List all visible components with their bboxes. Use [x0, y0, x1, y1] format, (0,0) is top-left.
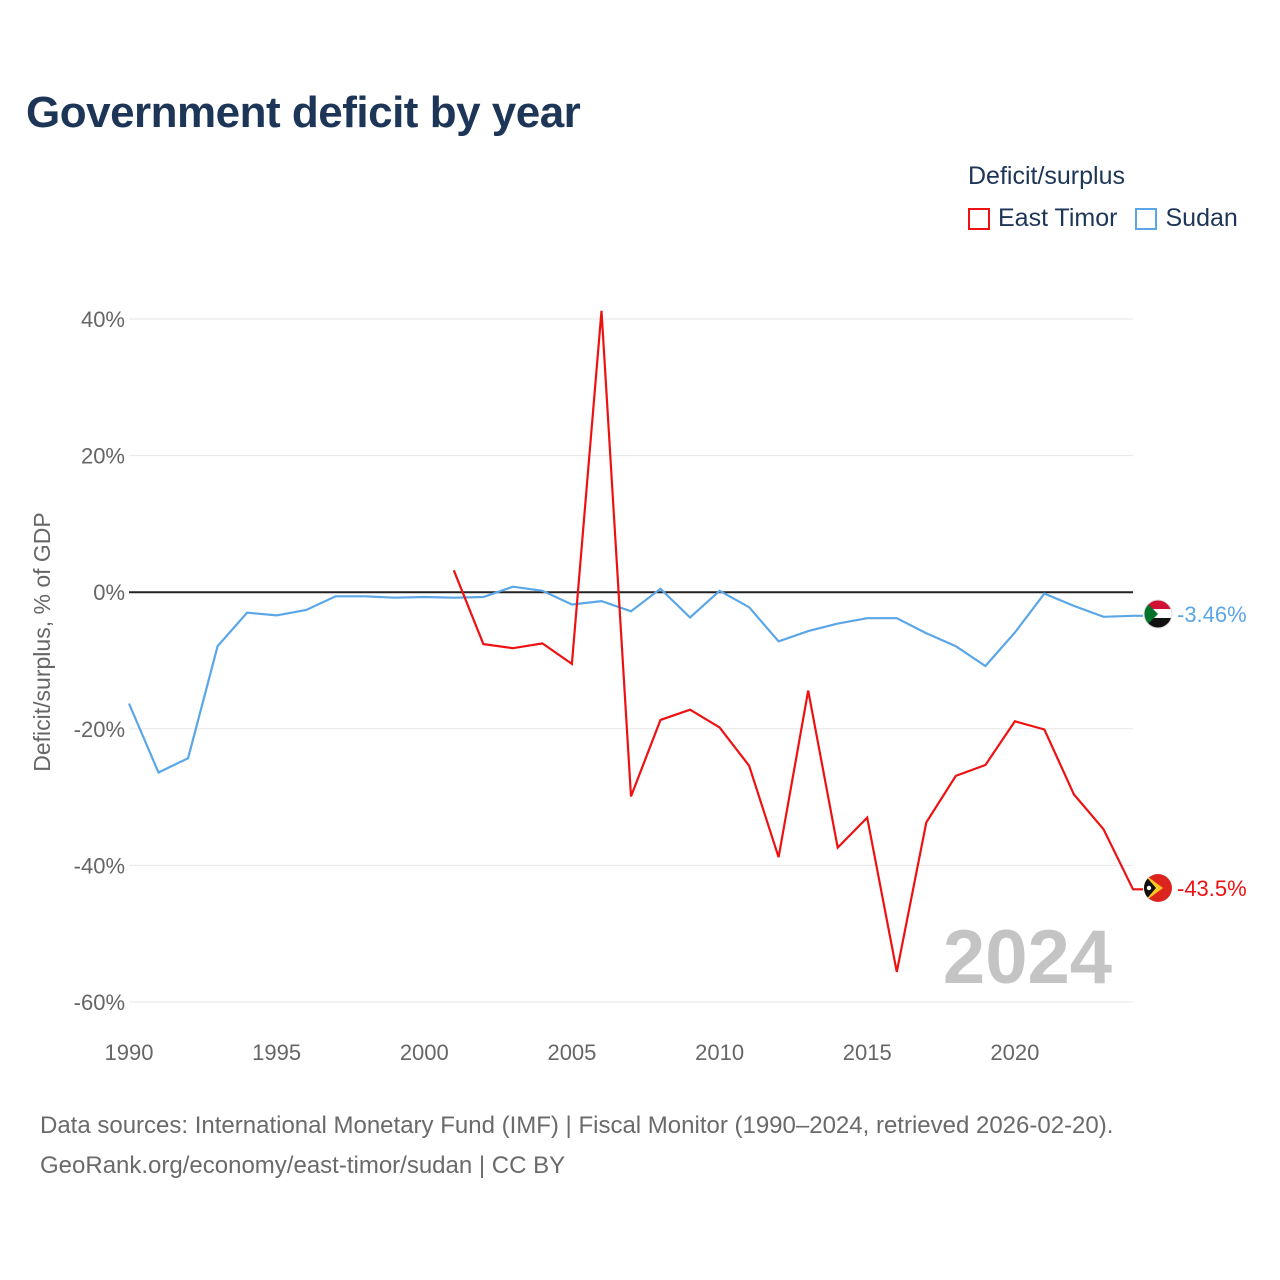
- gridlines: [129, 318, 1133, 1003]
- legend-title: Deficit/surplus: [968, 162, 1125, 190]
- x-tick-label: 2000: [400, 1040, 449, 1065]
- series-line-sudan[interactable]: [127, 585, 1143, 774]
- series-lines: [127, 310, 1143, 973]
- x-tick-label: 2015: [843, 1040, 892, 1065]
- y-tick-label: 20%: [81, 444, 125, 469]
- attribution-link[interactable]: GeoRank.org/economy/east-timor/sudan | C…: [40, 1152, 566, 1179]
- legend-swatch-sudan: [1135, 207, 1158, 230]
- y-tick-label: 0%: [93, 580, 125, 605]
- footer: Data sources: International Monetary Fun…: [40, 1106, 1113, 1186]
- year-watermark: 2024: [943, 915, 1112, 1000]
- y-tick-label: -40%: [74, 853, 125, 878]
- east-timor-flag-icon: [1144, 874, 1172, 902]
- y-axis-label: Deficit/surplus, % of GDP: [29, 512, 55, 771]
- east-timor-end-label: -43.5%: [1177, 876, 1247, 901]
- data-sources-text: Data sources: International Monetary Fun…: [40, 1112, 1114, 1139]
- legend-item-sudan[interactable]: Sudan: [1135, 204, 1238, 233]
- x-tick-label: 2005: [547, 1040, 596, 1065]
- x-tick-labels: 1990 1995 2000 2005 2010 2015 2020: [105, 1040, 1040, 1065]
- legend-item-east-timor[interactable]: East Timor: [968, 204, 1117, 233]
- y-tick-label: 40%: [81, 307, 125, 332]
- sudan-flag-icon: [1143, 599, 1173, 629]
- legend-swatch-east-timor: [968, 207, 990, 230]
- x-tick-label: 2020: [990, 1040, 1039, 1065]
- chart-title: Government deficit by year: [26, 88, 581, 137]
- x-tick-label: 2010: [695, 1040, 744, 1065]
- sudan-end-label: -3.46%: [1177, 602, 1247, 627]
- y-tick-label: -60%: [74, 990, 125, 1015]
- line-chart: 40% 20% 0% -20% -40% -60% 1990 1995 2000 2005 201…: [29, 307, 1247, 1065]
- y-tick-labels: 40% 20% 0% -20% -40% -60%: [74, 307, 125, 1015]
- y-tick-label: -20%: [74, 717, 125, 742]
- legend-label-east-timor: East Timor: [998, 204, 1118, 232]
- legend-label-sudan: Sudan: [1165, 204, 1238, 232]
- x-tick-label: 1990: [105, 1040, 154, 1065]
- x-tick-label: 1995: [252, 1040, 301, 1065]
- legend: East Timor Sudan: [968, 204, 1256, 233]
- series-line-east-timor[interactable]: [452, 310, 1143, 973]
